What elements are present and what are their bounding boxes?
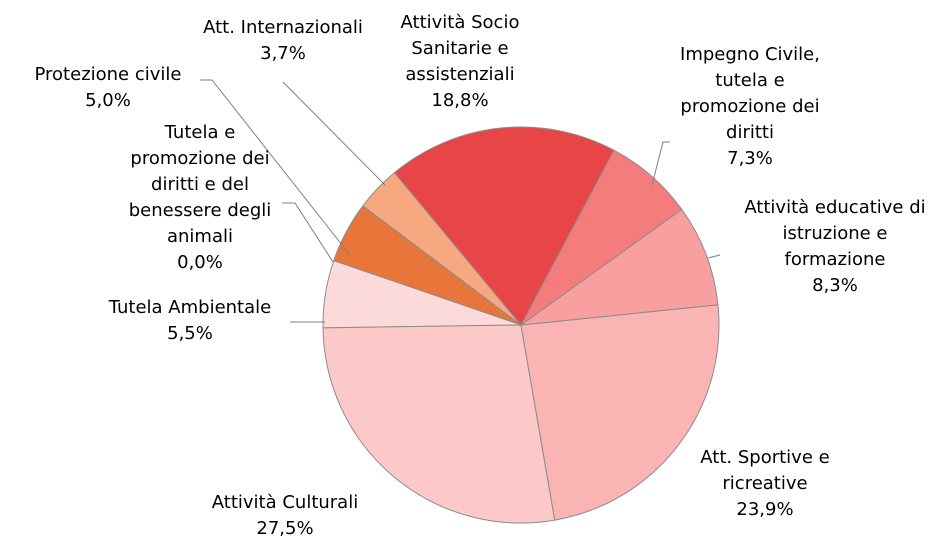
- slice-label: Protezione civile 5,0%: [3, 62, 213, 114]
- slice-label: Tutela Ambientale 5,5%: [70, 295, 310, 347]
- value-label: 5,0%: [85, 90, 131, 111]
- value-label: 7,3%: [727, 148, 773, 169]
- pie-slice: [393, 126, 615, 326]
- value-label: 3,7%: [260, 43, 306, 64]
- category-label: Attività educative di istruzione e forma…: [744, 197, 926, 270]
- value-label: 8,3%: [812, 275, 858, 296]
- value-label: 0,0%: [177, 252, 223, 273]
- leader-line: [651, 141, 670, 186]
- slice-label: Impegno Civile, tutela e promozione dei …: [668, 42, 833, 172]
- leader-line: [282, 81, 386, 186]
- category-label: Tutela e promozione dei diritti e del be…: [128, 122, 272, 247]
- leader-line: [707, 254, 721, 259]
- pie-slice: [519, 208, 719, 326]
- leader-line: [282, 202, 334, 263]
- pie-slice: [322, 324, 556, 524]
- value-label: 27,5%: [256, 518, 314, 539]
- category-label: Att. Internazionali: [203, 17, 363, 38]
- category-label: Impegno Civile, tutela e promozione dei …: [680, 44, 820, 143]
- leader-lines: [200, 79, 721, 323]
- slice-label: Att. Sportive e ricreative 23,9%: [683, 445, 848, 523]
- slice-label: Attività Socio Sanitarie e assistenziali…: [390, 10, 530, 114]
- value-label: 5,5%: [167, 323, 213, 344]
- leader-line: [200, 79, 351, 256]
- slice-label: Tutela e promozione dei diritti e del be…: [123, 120, 278, 276]
- slice-label: Attività educative di istruzione e forma…: [733, 195, 937, 299]
- category-label: Tutela Ambientale: [108, 297, 272, 318]
- pie-slice: [520, 304, 720, 521]
- category-label: Attività Socio Sanitarie e assistenziali: [400, 12, 520, 85]
- slice-label: Attività Culturali 27,5%: [175, 490, 395, 542]
- slice-label: Att. Internazionali 3,7%: [168, 15, 398, 67]
- category-label: Attività Culturali: [211, 492, 359, 513]
- value-label: 23,9%: [736, 499, 794, 520]
- value-label: 18,8%: [431, 90, 489, 111]
- category-label: Protezione civile: [34, 64, 182, 85]
- category-label: Att. Sportive e ricreative: [700, 447, 830, 494]
